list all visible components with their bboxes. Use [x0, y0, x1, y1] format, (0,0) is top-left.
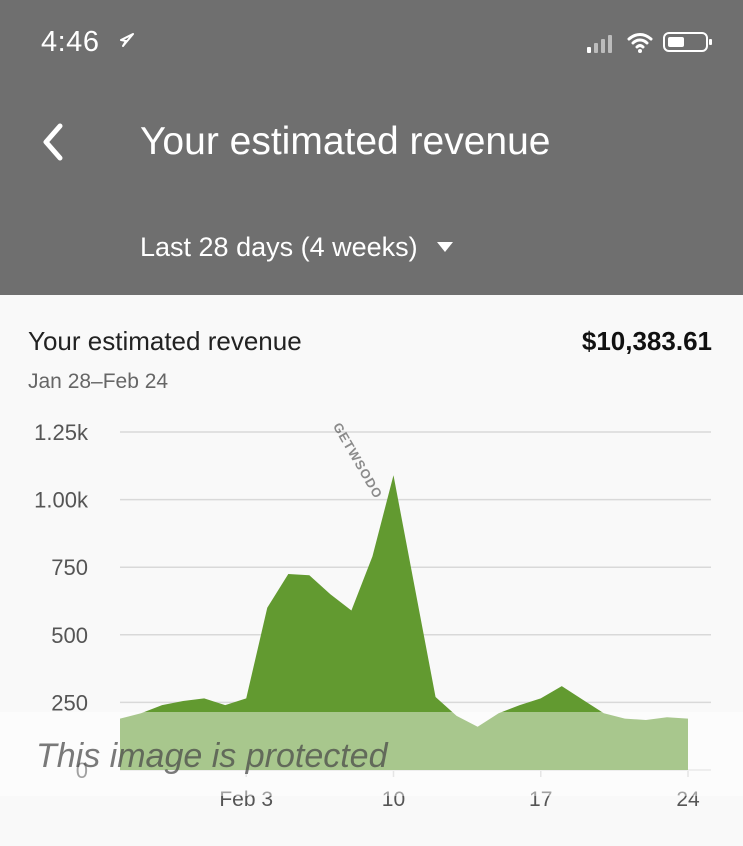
y-axis-tick-label: 750	[51, 555, 88, 580]
date-range-label: Last 28 days (4 weeks)	[140, 232, 418, 262]
y-axis-tick-label: 250	[51, 690, 88, 715]
x-axis-tick-label: Feb 3	[219, 788, 273, 811]
status-time: 4:46	[41, 26, 100, 58]
protected-image-text: This image is protected	[36, 737, 388, 775]
battery-icon	[663, 32, 712, 52]
date-range-selector[interactable]: Last 28 days (4 weeks)	[140, 230, 454, 264]
cellular-signal-icon	[587, 35, 612, 53]
status-icons	[586, 30, 714, 54]
revenue-card-title: Your estimated revenue	[28, 326, 302, 356]
y-axis-tick-label: 1.25k	[34, 420, 89, 445]
back-chevron-icon[interactable]	[38, 118, 70, 166]
triangle-down-icon	[436, 242, 453, 252]
x-axis-tick-label: 10	[382, 788, 405, 811]
x-axis-tick-label: 24	[676, 788, 700, 811]
revenue-date-range: Jan 28–Feb 24	[28, 370, 169, 393]
x-axis-tick-label: 17	[529, 788, 552, 811]
protected-image-banner: This image is protected	[0, 712, 743, 796]
revenue-total-value: $10,383.61	[581, 326, 712, 356]
location-arrow-icon	[120, 33, 134, 47]
y-axis-tick-label: 0	[76, 758, 88, 783]
page-title: Your estimated revenue	[140, 120, 551, 163]
y-axis-tick-label: 500	[51, 623, 88, 648]
wifi-icon	[627, 33, 653, 53]
top-header: 4:46 Your estimated revenue Last 28 days…	[0, 0, 743, 295]
revenue-area-series	[120, 475, 688, 770]
y-axis-tick-label: 1.00k	[34, 488, 89, 513]
revenue-chart: 0 250 500 750 1.00k 1.25k Feb 3 10 17 24	[34, 420, 711, 811]
